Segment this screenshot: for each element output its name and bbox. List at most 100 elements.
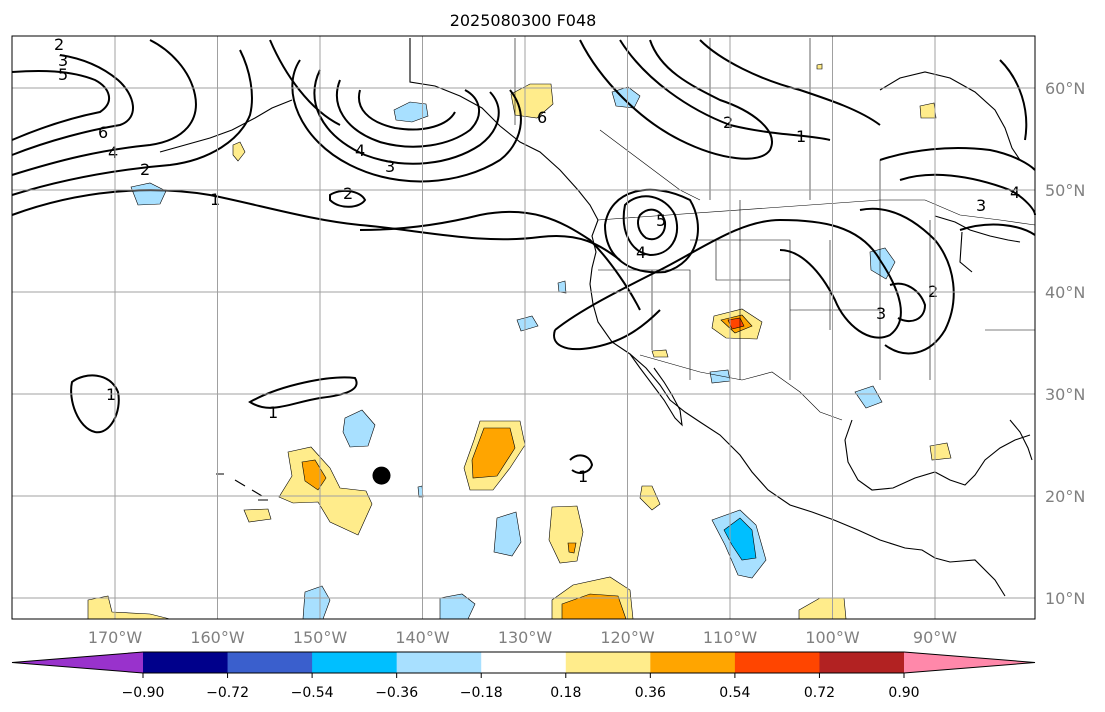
contour-label: 6 [98,123,108,142]
contour-label: 4 [108,143,118,162]
colorbar-tick-label: 0.36 [635,685,666,701]
contour-line [11,54,134,156]
contour-label: 6 [537,108,547,127]
contour-line [11,69,110,141]
shade-negative-strong [723,517,757,561]
contour-label: 2 [343,184,353,203]
lat-tick-label: 50°N [1045,181,1085,200]
contour-line [291,59,522,183]
contour-line [637,208,667,241]
baja-california [629,353,683,427]
canada-province-lines [599,38,881,201]
contour-label: 5 [656,211,666,230]
latitude-labels: 60°N 50°N 40°N 30°N 20°N 10°N [1045,79,1085,608]
lon-tick-label: 130°W [498,628,553,647]
contour-line [699,39,881,126]
colorbar-segment [312,652,398,673]
contour-label: 1 [268,403,278,422]
colorbar-segment [734,652,820,673]
contour-line [579,39,773,160]
lon-tick-label: 140°W [395,628,450,647]
contour-line [859,207,955,355]
shading-layer [87,63,952,620]
lon-tick-label: 170°W [88,628,143,647]
aleutian-islands [159,99,293,153]
contour-line [269,39,341,126]
colorbar-tick-label: 0.90 [888,685,919,701]
contour-label: 3 [876,304,886,323]
contour-label: 2 [140,160,150,179]
shade-positive-region [651,349,669,358]
colorbar-extend-high [904,652,1035,673]
colorbar-tick-label: −0.54 [291,685,334,701]
shade-negative-region [709,369,731,384]
hawaii-islands [216,473,268,501]
contour-line [11,39,197,176]
contour-label: 2 [723,113,733,132]
location-marker [372,466,391,485]
lat-tick-label: 10°N [1045,589,1085,608]
lon-tick-label: 160°W [190,628,245,647]
contour-label: 4 [1010,183,1020,202]
contour-label: 3 [385,157,395,176]
contour-label: 3 [58,51,68,70]
contour-label: 5 [58,65,68,84]
great-lakes [934,215,1021,273]
contour-label: 3 [976,196,986,215]
colorbar [11,651,1036,674]
contour-line [248,376,358,409]
shade-positive-orange [471,427,516,479]
grid-lines [12,36,1035,619]
colorbar-segment [227,652,313,673]
shade-positive-orange [567,542,577,554]
colorbar-tick-label: −0.18 [460,685,503,701]
colorbar-tick-label: 0.54 [719,685,750,701]
contour-line [553,309,661,350]
colorbar-tick-label: −0.90 [122,685,165,701]
alaska-coastline [409,38,599,221]
shade-negative-region [854,385,883,409]
lon-tick-label: 150°W [293,628,348,647]
colorbar-labels: −0.90 −0.72 −0.54 −0.36 −0.18 0.18 0.36 0.54 0.7… [122,673,920,701]
shade-positive-orange [561,593,627,620]
colorbar-tick-label: −0.36 [375,685,418,701]
contour-label: 4 [636,243,646,262]
lon-tick-label: 90°W [913,628,957,647]
contour-label: 1 [796,127,806,146]
shade-positive-region [929,442,952,461]
contour-line [554,218,902,339]
colorbar-segment [481,652,567,673]
shade-negative-region [493,511,522,557]
florida-coast [1009,419,1033,461]
shade-positive-region [243,508,272,523]
contour-line [357,89,456,131]
lat-tick-label: 30°N [1045,385,1085,404]
shade-negative-region [557,280,567,294]
colorbar-extend-low [12,652,143,673]
map-panel: 2 3 5 6 4 2 1 2 4 3 6 2 1 5 4 3 4 2 3 1 … [11,35,1036,620]
lon-tick-label: 100°W [805,628,860,647]
contour-line [569,454,594,474]
contour-lines [11,39,1036,474]
shade-negative-region [130,182,167,206]
lat-tick-label: 40°N [1045,283,1085,302]
colorbar-tick-label: 0.72 [804,685,835,701]
colorbar-segment [396,652,482,673]
contour-label: 1 [578,467,588,486]
contour-line [11,189,621,261]
lat-tick-label: 20°N [1045,487,1085,506]
contour-line [603,188,699,274]
lat-tick-label: 60°N [1045,79,1085,98]
colorbar-segment [143,652,229,673]
contour-line [70,374,120,434]
colorbar-tick-label: −0.72 [206,685,249,701]
contour-line [889,282,927,323]
contour-label: 2 [54,35,64,54]
shade-positive-region [816,63,823,70]
longitude-labels: 170°W 160°W 150°W 140°W 130°W 120°W 110°W 100°W… [88,628,957,647]
shade-negative-region [342,409,376,448]
colorbar-segment [650,652,736,673]
shade-positive-region [919,102,937,119]
contour-line [335,79,480,148]
